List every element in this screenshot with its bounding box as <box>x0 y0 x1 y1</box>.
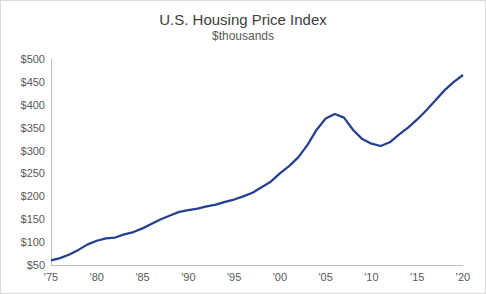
svg-text:'80: '80 <box>90 271 104 283</box>
svg-text:$200: $200 <box>21 190 45 202</box>
svg-text:'95: '95 <box>227 271 241 283</box>
svg-text:$50: $50 <box>27 259 45 271</box>
svg-text:$thousands: $thousands <box>212 29 274 43</box>
svg-text:$500: $500 <box>21 53 45 65</box>
svg-text:'75: '75 <box>44 271 58 283</box>
svg-text:'00: '00 <box>273 271 287 283</box>
svg-text:$100: $100 <box>21 236 45 248</box>
svg-text:'10: '10 <box>364 271 378 283</box>
svg-text:'90: '90 <box>181 271 195 283</box>
svg-text:$350: $350 <box>21 122 45 134</box>
svg-text:'20: '20 <box>456 271 470 283</box>
svg-text:'15: '15 <box>410 271 424 283</box>
svg-text:'05: '05 <box>318 271 332 283</box>
svg-text:U.S. Housing Price Index: U.S. Housing Price Index <box>159 11 327 28</box>
svg-text:$400: $400 <box>21 99 45 111</box>
svg-text:$150: $150 <box>21 213 45 225</box>
svg-text:$450: $450 <box>21 76 45 88</box>
svg-text:$300: $300 <box>21 145 45 157</box>
svg-text:$250: $250 <box>21 167 45 179</box>
svg-text:'85: '85 <box>135 271 149 283</box>
